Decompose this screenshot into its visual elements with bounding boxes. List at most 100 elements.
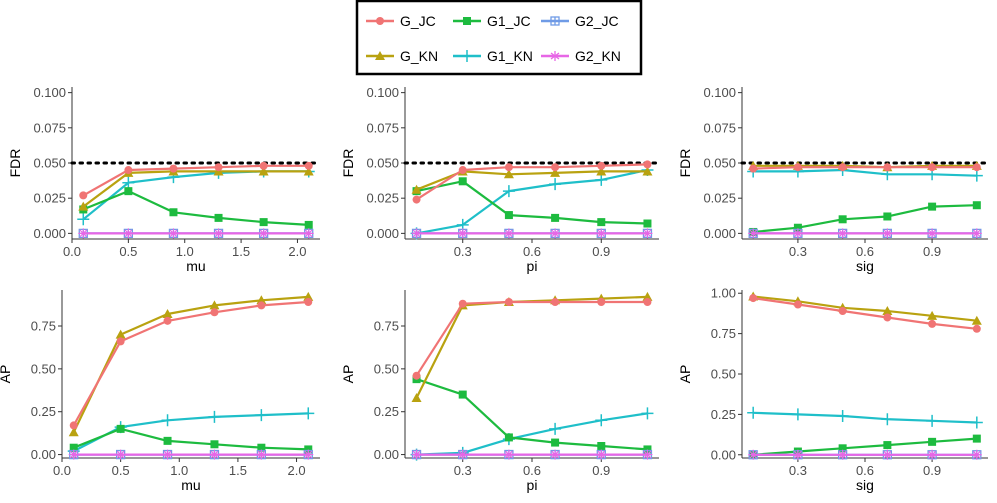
point-g2-kn	[837, 228, 848, 239]
legend-item-g1-jc[interactable]: G1_JC	[453, 13, 531, 29]
panel-ap-pi: 0.00 0.25 0.50 0.75 0.3 0.6 0.9 pi AP	[340, 290, 659, 493]
y-tick-label: 0.050	[33, 156, 66, 171]
point-g1-jc	[928, 202, 937, 211]
point-g-jc	[504, 163, 513, 172]
point-g-jc	[163, 316, 172, 325]
point-g-kn	[68, 427, 79, 437]
y-tick-label: 0.025	[703, 191, 736, 206]
x-tick-label: 0.0	[63, 244, 81, 259]
series-g2-kn	[411, 449, 653, 460]
point-g1-jc	[169, 208, 178, 217]
legend-item-g2-jc[interactable]: G2_JC	[541, 13, 619, 29]
series-g1-jc	[412, 177, 652, 228]
line-g-kn	[415, 295, 648, 399]
legend-item-g-jc[interactable]: G_JC	[366, 13, 436, 29]
x-tick-label: 0.6	[523, 244, 541, 259]
point-g1-kn	[970, 169, 983, 182]
point-g-kn	[550, 167, 561, 177]
point-g1-kn	[549, 178, 562, 191]
point-g1-jc	[163, 436, 172, 445]
y-tick-label: 0.075	[703, 120, 736, 135]
point-g-jc	[883, 163, 892, 172]
point-g1-jc	[458, 390, 467, 399]
point-g2-kn	[596, 449, 607, 460]
y-tick-label: 0.50	[374, 361, 399, 376]
line-g1-kn	[73, 412, 309, 453]
panel-ap-sig: 0.00 0.25 0.50 0.75 1.00 0.3 0.6 0.9 sig AP	[677, 286, 988, 493]
y-axis-title: AP	[0, 365, 13, 384]
point-g-jc	[458, 299, 467, 308]
point-g1-jc	[124, 187, 133, 196]
point-g1-jc	[257, 443, 266, 452]
point-g-jc	[838, 163, 847, 172]
y-tick-label: 0.25	[374, 404, 399, 419]
series-g-jc	[69, 298, 313, 430]
point-g1-kn	[747, 406, 760, 419]
point-g-kn	[303, 166, 314, 176]
x-axis-title: mu	[186, 258, 205, 274]
y-tick-label: 0.75	[711, 326, 736, 341]
series-g-kn	[68, 291, 314, 437]
point-g-jc	[504, 298, 513, 306]
series-g-jc	[412, 160, 652, 204]
point-g-kn	[256, 295, 267, 305]
point-g1-jc	[643, 219, 652, 228]
point-g-jc	[928, 319, 937, 328]
y-tick-label: 0.050	[703, 156, 736, 171]
point-g-jc	[928, 163, 937, 172]
point-g1-kn	[77, 213, 90, 226]
legend-item-g2-kn[interactable]: G2_KN	[541, 48, 621, 64]
series-g1-kn	[77, 165, 315, 226]
x-tick-label: 0.6	[856, 244, 874, 259]
series-g2-kn	[411, 228, 653, 239]
y-tick-label: 0.50	[31, 361, 56, 376]
point-g-kn	[927, 310, 938, 320]
x-tick-label: 0.3	[789, 463, 807, 478]
line-g-kn	[72, 295, 309, 433]
line-g1-jc	[82, 190, 309, 226]
point-g1-kn	[595, 414, 608, 427]
point-g1-jc	[793, 223, 802, 232]
legend-item-g-kn[interactable]: G_KN	[366, 48, 438, 64]
y-tick-label: 0.100	[33, 85, 66, 100]
series-g2-kn	[748, 228, 982, 239]
series-g2-kn	[748, 449, 982, 460]
series-g1-jc	[412, 375, 652, 454]
point-g1-jc	[597, 218, 606, 227]
series-g1-jc	[69, 424, 313, 454]
point-g1-jc	[304, 445, 313, 454]
point-g-jc	[749, 164, 758, 173]
y-tick-label: 0.00	[31, 447, 56, 462]
line-g-kn	[753, 295, 977, 322]
y-tick-label: 0.25	[711, 407, 736, 422]
series-g1-kn	[747, 406, 983, 429]
point-g2-kn	[503, 228, 514, 239]
point-g1-jc	[551, 213, 560, 222]
point-g-kn	[411, 393, 422, 402]
y-tick-label: 0.050	[366, 156, 399, 171]
series-g-jc	[749, 294, 981, 333]
point-g2-kn	[68, 449, 79, 460]
x-tick-label: 0.3	[454, 463, 472, 478]
point-g1-jc	[838, 444, 847, 453]
point-g-kn	[596, 166, 607, 176]
x-tick-label: 1.0	[176, 244, 194, 259]
x-axis-title: pi	[527, 477, 538, 493]
y-tick-label: 0.25	[31, 404, 56, 419]
point-g1-kn	[791, 408, 804, 421]
x-tick-label: 2.0	[288, 463, 306, 478]
x-tick-label: 0.3	[454, 244, 472, 259]
point-g2-kn	[550, 228, 561, 239]
point-g1-jc	[69, 443, 78, 452]
y-axis-title: FDR	[340, 149, 356, 178]
y-tick-label: 0.025	[33, 191, 66, 206]
y-tick-label: 0.00	[374, 447, 399, 462]
point-g-jc	[643, 298, 652, 306]
line-g-jc	[753, 297, 977, 330]
point-g2-kn	[115, 449, 126, 460]
legend-item-g1-kn[interactable]: G1_KN	[453, 48, 533, 64]
series-g-kn	[78, 166, 314, 211]
point-g-jc	[597, 298, 606, 306]
y-tick-label: 0.75	[374, 319, 399, 334]
